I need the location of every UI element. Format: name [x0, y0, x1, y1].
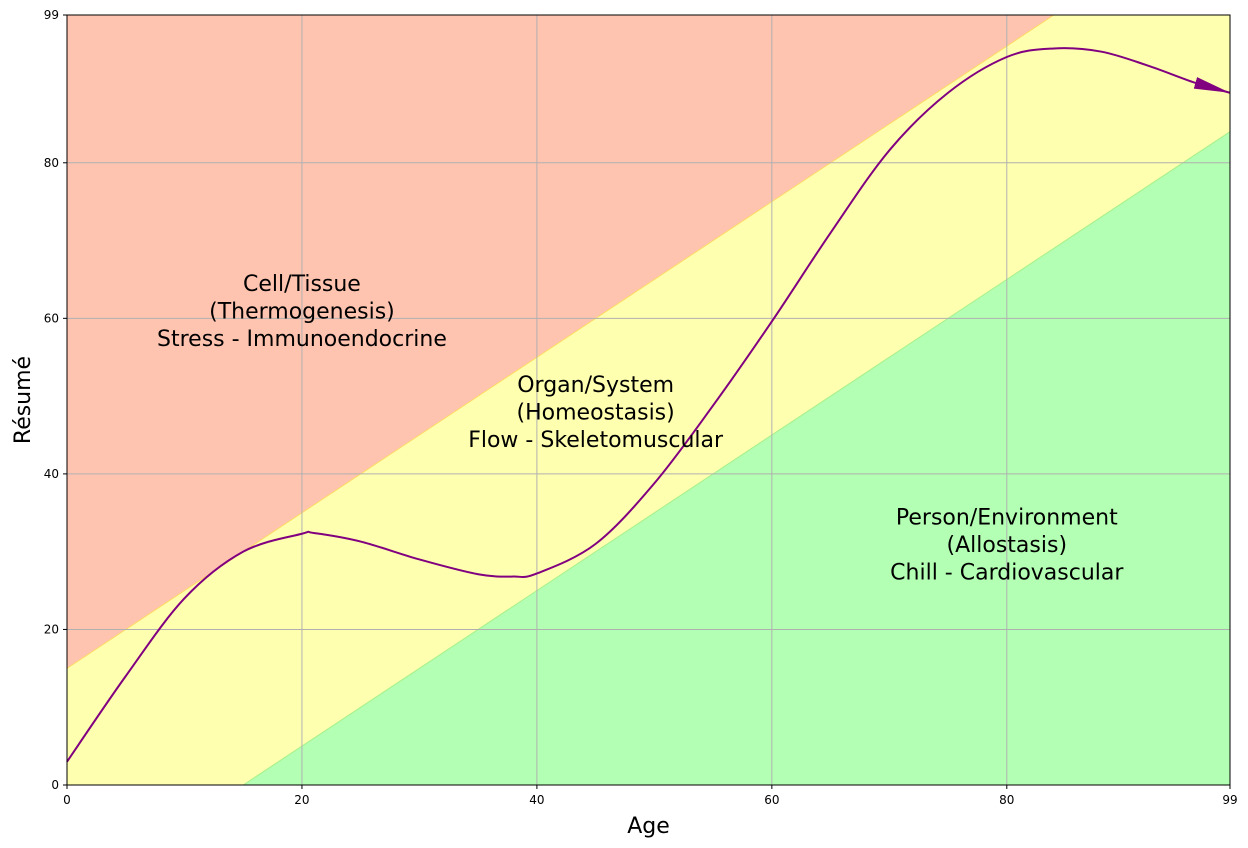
- region-label-line: Flow - Skeletomuscular: [468, 428, 724, 453]
- region-label-line: Person/Environment: [896, 505, 1118, 530]
- region-label-red: Cell/Tissue (Thermogenesis) Stress - Immun…: [157, 272, 447, 352]
- region-label-line: Stress - Immunoendocrine: [157, 327, 447, 352]
- x-tick-label: 40: [529, 793, 544, 807]
- region-label-line: (Allostasis): [947, 533, 1068, 558]
- plot-frame: [66, 14, 1231, 786]
- y-tick-label: 0: [51, 778, 59, 792]
- region-label-line: (Homeostasis): [517, 401, 675, 426]
- x-tick-label: 80: [999, 793, 1014, 807]
- y-tick-label: 20: [44, 622, 59, 636]
- y-tick-label: 99: [44, 8, 59, 22]
- region-label-green: Person/Environment (Allostasis) Chill - Ca…: [890, 505, 1124, 585]
- region-label-line: Chill - Cardiovascular: [890, 560, 1124, 585]
- x-tick-label: 60: [764, 793, 779, 807]
- x-tick-label: 0: [63, 793, 71, 807]
- series-curve: [66, 47, 1231, 763]
- y-axis-label: Résumé: [11, 356, 36, 444]
- x-axis-label: Age: [627, 814, 670, 839]
- x-tick-label: 20: [294, 793, 309, 807]
- region-label-line: Cell/Tissue: [243, 272, 361, 297]
- region-label-line: Organ/System: [517, 373, 674, 398]
- green-zone-edge: [242, 131, 1230, 785]
- y-tick-label: 60: [44, 311, 59, 325]
- red-zone-edge: [67, 15, 1055, 669]
- x-tick-label: 99: [1222, 793, 1237, 807]
- region-label-yellow: Organ/System (Homeostasis) Flow - Skeletom…: [468, 373, 724, 453]
- y-tick-label: 80: [44, 156, 59, 170]
- region-label-line: (Thermogenesis): [209, 300, 395, 325]
- y-tick-label: 40: [44, 467, 59, 481]
